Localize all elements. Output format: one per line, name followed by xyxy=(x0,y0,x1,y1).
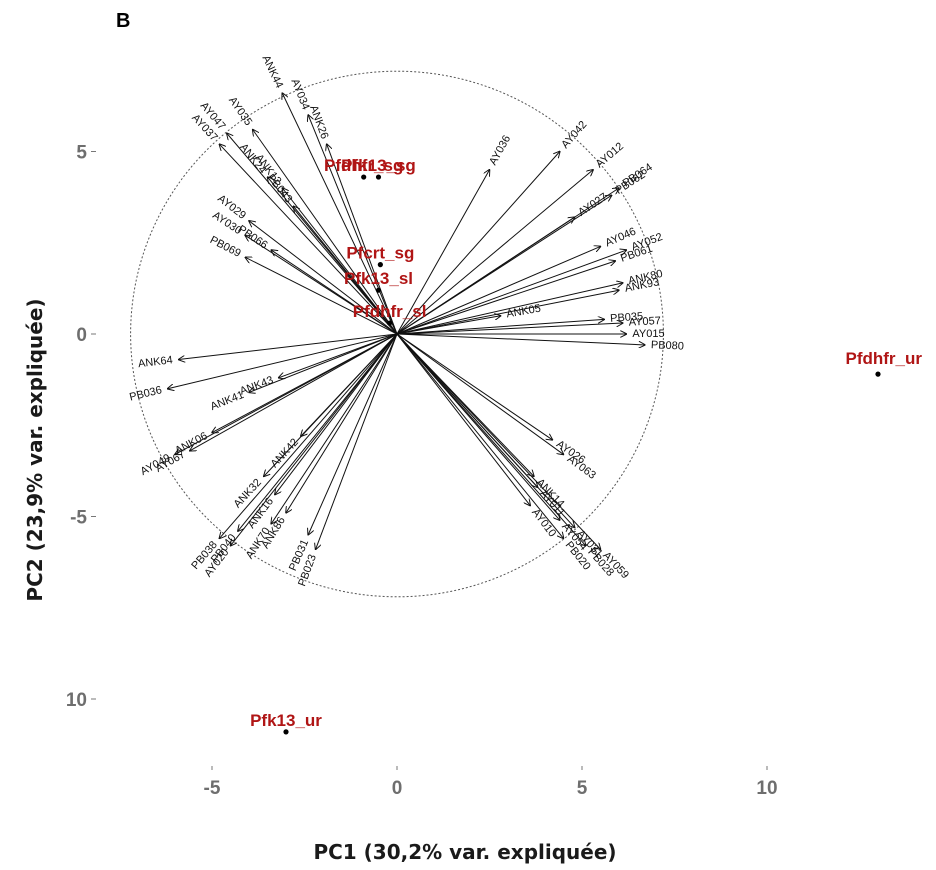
correlation-circle-layer xyxy=(130,70,664,598)
variable-arrow xyxy=(327,144,398,335)
variable-label: ANK41 xyxy=(209,389,246,413)
variable-label: PB080 xyxy=(651,339,685,352)
variable-arrow xyxy=(396,152,560,335)
variable-label: ANK05 xyxy=(505,303,541,321)
variable-arrow xyxy=(219,333,398,538)
variable-arrow xyxy=(271,250,398,335)
variable-arrow xyxy=(168,333,398,389)
supplementary-label: Pfdhfr_sl xyxy=(353,302,427,321)
y-tick-label: 10 xyxy=(66,690,87,711)
variable-arrow xyxy=(396,246,601,335)
variable-arrow xyxy=(253,130,398,335)
variable-arrow xyxy=(396,323,623,335)
variable-arrows xyxy=(168,93,645,549)
x-axis-title: PC1 (30,2% var. expliquée) xyxy=(313,840,616,864)
variable-arrow xyxy=(227,133,398,335)
variable-arrow xyxy=(268,177,398,335)
variable-arrow xyxy=(308,333,398,535)
supplementary-point xyxy=(387,320,393,326)
variable-arrow xyxy=(245,257,398,335)
correlation-circle xyxy=(130,70,664,598)
variable-arrow xyxy=(282,93,398,335)
variable-arrow xyxy=(396,333,564,454)
variable-label: AY034 xyxy=(289,77,312,111)
x-tick-label: 10 xyxy=(756,778,777,799)
variable-label: PB036 xyxy=(128,384,163,403)
variable-arrow xyxy=(219,144,398,335)
variable-label: ANK43 xyxy=(238,374,275,397)
variable-label: AY042 xyxy=(559,119,589,151)
variable-arrow xyxy=(175,333,398,454)
variable-arrow xyxy=(396,261,615,335)
variable-label: ANK64 xyxy=(137,354,173,370)
variable-arrow xyxy=(396,283,623,335)
variable-label: ANK44 xyxy=(260,54,286,91)
supplementary-point xyxy=(361,174,367,180)
variable-arrow xyxy=(249,221,398,335)
variable-arrow xyxy=(179,333,398,360)
supplementary-point xyxy=(875,371,881,377)
variable-arrow xyxy=(396,333,575,527)
variable-arrow xyxy=(396,217,575,335)
variable-arrow xyxy=(231,333,398,546)
variable-label: AY027 xyxy=(576,191,609,219)
supplementary-point xyxy=(375,287,382,293)
supplementary-label: Pfdhfr_sg xyxy=(324,156,403,175)
variable-label: AY057 xyxy=(628,315,661,329)
x-tick-label: -5 xyxy=(204,778,221,799)
supplementary-label: Pfk13_sg xyxy=(341,156,416,175)
variable-arrow xyxy=(271,333,398,524)
variable-arrow xyxy=(396,333,552,440)
axis-ticks: -5 0 5 10 5 0 -5 10 xyxy=(66,143,778,800)
supplementary-label: Pfcrt_sg xyxy=(346,244,414,263)
x-tick-label: 5 xyxy=(577,778,588,799)
variable-arrow xyxy=(275,333,398,495)
variable-arrow xyxy=(264,333,398,476)
supplementary-label: Pfk13_ur xyxy=(250,711,322,730)
variable-arrow xyxy=(190,333,398,451)
variable-arrow xyxy=(396,333,601,549)
panel-label: B xyxy=(116,10,130,32)
variable-arrow xyxy=(396,333,530,506)
supplementary-point xyxy=(283,729,289,735)
variable-arrow xyxy=(396,170,593,335)
variable-arrow xyxy=(396,290,619,335)
y-tick-label: 0 xyxy=(76,325,87,346)
variable-arrow xyxy=(282,188,398,335)
variable-arrow xyxy=(308,115,398,335)
x-tick-label: 0 xyxy=(392,778,403,799)
variable-arrow xyxy=(396,250,626,335)
variable-arrow xyxy=(286,333,398,513)
variable-arrow xyxy=(238,333,398,531)
y-axis-title: PC2 (23,9% var. expliquée) xyxy=(23,298,47,601)
supplementary-point xyxy=(377,262,383,268)
variable-label: AY012 xyxy=(594,140,626,170)
variable-arrow xyxy=(396,333,645,345)
y-tick-label: -5 xyxy=(70,508,87,529)
variable-arrow xyxy=(396,333,564,538)
variable-arrow xyxy=(396,333,586,546)
variable-arrow xyxy=(396,316,501,335)
variable-label: PB069 xyxy=(208,234,243,260)
variable-label: AY036 xyxy=(487,133,513,167)
variable-label: AY015 xyxy=(632,328,664,340)
variable-arrow xyxy=(249,333,398,392)
variable-arrow xyxy=(396,170,490,335)
variable-label: AY035 xyxy=(226,95,254,128)
variable-arrow xyxy=(396,319,604,335)
variable-arrow xyxy=(316,333,398,549)
supplementary-point xyxy=(375,174,382,180)
y-tick-label: 5 xyxy=(76,143,87,164)
supplementary-label: Pfdhfr_ur xyxy=(846,349,923,368)
variable-label: ANK42 xyxy=(269,436,302,470)
variable-label: PB035 xyxy=(610,311,644,325)
supplementary-label: Pfk13_sl xyxy=(344,269,413,288)
